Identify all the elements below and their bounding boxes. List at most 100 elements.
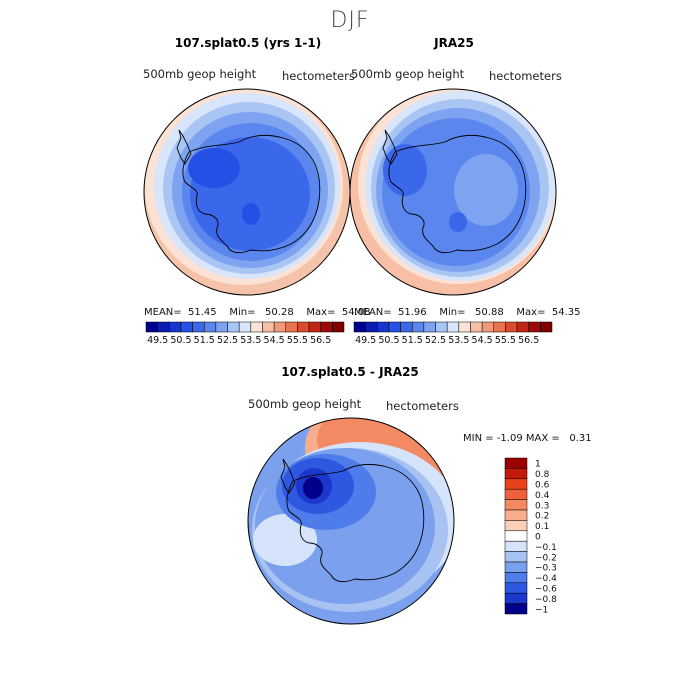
panel1-min-label: Min=: [229, 307, 256, 318]
panel3-colorbar-swatch-10: [504, 561, 528, 573]
panel2-colorbar-tick-6: 55.5: [495, 335, 516, 346]
panel3-min-label: MIN =: [463, 433, 494, 444]
panel3-colorbar: 10.80.60.40.30.20.10−0.1−0.2−0.3−0.4−0.6…: [504, 457, 557, 615]
panel2-colorbar-swatch-12: [493, 321, 506, 333]
panel2-colorbar-tick-2: 51.5: [402, 335, 423, 346]
panel1-colorbar-swatch-11: [273, 321, 287, 333]
map-panel2: [349, 88, 557, 296]
panel1-colorbar-swatch-6: [215, 321, 228, 333]
panel1-colorbar-swatch-16: [332, 321, 345, 333]
panel1-colorbar: 49.5 50.5 51.5 52.5 53.5 54.5 55.5 56.5: [145, 321, 345, 346]
panel3-max-value: 0.31: [569, 433, 592, 444]
panel2-colorbar-swatch-3: [388, 321, 401, 333]
panel2-title: JRA25: [434, 36, 474, 50]
panel2-max-label: Max=: [516, 307, 546, 318]
panel1-colorbar-tick-7: 56.5: [310, 335, 331, 346]
panel3-colorbar-swatch-12: [504, 582, 528, 594]
panel2-low-spot: [449, 212, 467, 232]
panel3-colorbar-tick-13: −0.8: [535, 595, 557, 605]
panel2-colorbar-tick-5: 54.5: [472, 335, 493, 346]
panel2-colorbar-swatch-6: [423, 321, 436, 333]
panel1-colorbar-swatch-9: [250, 321, 263, 333]
panel3-colorbar-swatch-8: [504, 540, 528, 552]
panel1-colorbar-swatch-12: [285, 321, 298, 333]
panel2-colorbar-tick-4: 53.5: [448, 335, 469, 346]
panel3-colorbar-swatch-3: [504, 488, 528, 500]
panel3-colorbar-tick-2: 0.6: [535, 481, 550, 491]
panel1-low-spot: [242, 203, 260, 225]
panel3-colorbar-tick-10: −0.3: [535, 564, 557, 574]
panel2-colorbar-tick-7: 56.5: [518, 335, 539, 346]
panel2-colorbar-swatch-8: [446, 321, 460, 333]
panel2-mean-value: 51.96: [398, 307, 427, 318]
panel2-colorbar-tick-3: 52.5: [425, 335, 446, 346]
panel2-colorbar-swatch-11: [481, 321, 495, 333]
page-title: DJF: [330, 8, 370, 33]
panel3-units-label: hectometers: [386, 399, 459, 413]
panel1-colorbar-tick-1: 50.5: [170, 335, 191, 346]
panel2-variable-label: 500mb geop height: [351, 67, 465, 81]
panel3-colorbar-swatch-0: [504, 457, 528, 469]
panel2-colorbar-tick-0: 49.5: [355, 335, 376, 346]
panel2-colorbar-swatch-14: [516, 321, 529, 333]
panel3-colorbar-swatch-13: [504, 592, 528, 604]
panel3-colorbar-tick-14: −1: [535, 605, 548, 615]
panel1-colorbar-swatch-15: [320, 321, 333, 333]
map-panel3: [247, 417, 455, 625]
panel2-colorbar-swatch-7: [435, 321, 448, 333]
panel1-colorbar-swatch-0: [145, 321, 158, 333]
panel1-colorbar-tick-4: 53.5: [240, 335, 261, 346]
panel1-mean-label: MEAN=: [144, 307, 182, 318]
panel2-max-value: 54.35: [551, 307, 581, 318]
panel3-colorbar-tick-1: 0.8: [535, 470, 550, 480]
panel1-colorbar-tick-5: 54.5: [264, 335, 285, 346]
panel3-colorbar-swatch-6: [504, 520, 528, 532]
panel3-colorbar-tick-3: 0.4: [535, 491, 550, 501]
panel1-colorbar-tick-6: 55.5: [287, 335, 308, 346]
panel3-colorbar-tick-0: 1: [535, 460, 541, 470]
map-panel1: [143, 88, 351, 296]
panel1-title: 107.splat0.5 (yrs 1-1): [174, 36, 322, 50]
panel1-colorbar-swatch-13: [297, 321, 310, 333]
panel3-min-value: -1.09: [496, 433, 523, 444]
panel3-title: 107.splat0.5 - JRA25: [281, 365, 419, 379]
panel3-colorbar-tick-12: −0.6: [535, 585, 557, 595]
panel1-colorbar-swatch-7: [227, 321, 240, 333]
panel2-min-label: Min=: [439, 307, 466, 318]
panel2-colorbar-swatch-16: [540, 321, 553, 333]
panel1-colorbar-swatch-14: [308, 321, 321, 333]
panel1-colorbar-swatch-10: [262, 321, 275, 333]
panel3-colorbar-tick-9: −0.2: [535, 553, 557, 563]
panel2-map-border: [349, 88, 557, 296]
panel3-colorbar-swatch-2: [504, 478, 528, 490]
panel3-colorbar-swatch-7: [504, 530, 528, 542]
panel2-plateau: [454, 154, 518, 226]
panel2-colorbar: 49.5 50.5 51.5 52.5 53.5 54.5 55.5 56.5: [353, 321, 553, 346]
panel3-colorbar-tick-11: −0.4: [535, 574, 557, 584]
panel2-colorbar-swatch-10: [470, 321, 483, 333]
panel3-variable-label: 500mb geop height: [248, 397, 362, 411]
panel2-colorbar-swatch-15: [528, 321, 541, 333]
panel2-stats: MEAN= 51.96 Min= 50.88 Max= 54.35: [354, 307, 580, 318]
panel3-colorbar-swatch-14: [504, 603, 528, 615]
panel2-mean-label: MEAN=: [354, 307, 392, 318]
panel1-colorbar-tick-3: 52.5: [217, 335, 238, 346]
panel1-colorbar-swatch-3: [180, 321, 193, 333]
panel2-low-west: [383, 144, 427, 196]
panel1-colorbar-swatch-8: [238, 321, 252, 333]
panel2-colorbar-tick-1: 50.5: [378, 335, 399, 346]
panel3-colorbar-swatch-1: [504, 468, 528, 480]
panel3-colorbar-tick-7: 0: [535, 533, 541, 543]
panel2-min-value: 50.88: [475, 307, 504, 318]
panel1-colorbar-swatch-2: [169, 321, 182, 333]
panel3-colorbar-tick-4: 0.3: [535, 501, 549, 511]
panel1-colorbar-tick-2: 51.5: [194, 335, 215, 346]
panel1-colorbar-swatch-1: [157, 321, 170, 333]
panel2-colorbar-swatch-0: [353, 321, 366, 333]
panel1-low-center: [188, 148, 240, 188]
panel2-units-label: hectometers: [489, 69, 562, 83]
panel3-map-border: [247, 417, 455, 625]
panel1-max-value: 54.08: [341, 307, 371, 318]
panel1-units-label: hectometers: [282, 69, 355, 83]
